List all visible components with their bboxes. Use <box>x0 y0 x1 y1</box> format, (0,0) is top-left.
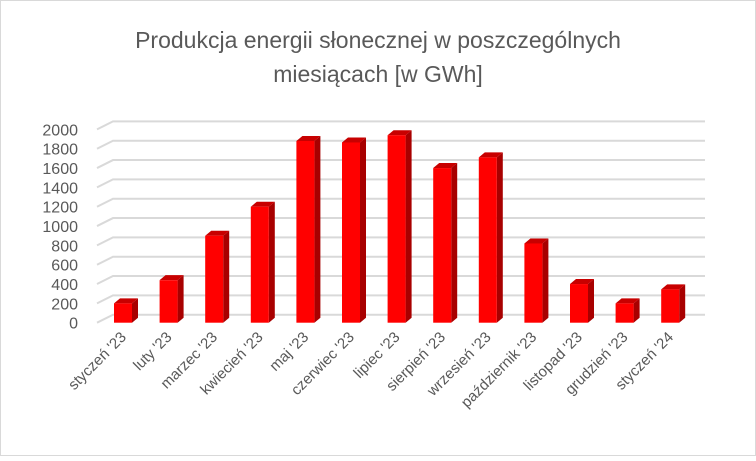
bar <box>296 135 321 323</box>
y-tick-label: 400 <box>51 277 78 294</box>
bar-top <box>159 275 184 281</box>
bar-side <box>633 298 640 323</box>
bar-side <box>223 230 230 323</box>
chart-title-line-1: Produkcja energii słonecznej w poszczegó… <box>135 27 621 53</box>
gridline <box>96 120 705 131</box>
bar-front <box>524 243 543 323</box>
bar <box>661 284 686 323</box>
bar-top <box>387 130 412 136</box>
gridline <box>96 159 705 169</box>
bar-front <box>387 135 406 323</box>
gridline <box>96 197 705 208</box>
bar-front <box>296 140 315 323</box>
bar-top <box>661 284 686 290</box>
y-tick-label: 1800 <box>42 142 78 159</box>
bar-side <box>132 298 138 323</box>
bar-top <box>433 163 458 169</box>
bar-side <box>177 275 184 323</box>
bar-side <box>268 201 275 323</box>
gridline <box>96 217 705 227</box>
chart-title-line-2: miesiącach [w GWh] <box>273 61 483 87</box>
bar-top <box>114 298 138 304</box>
bar <box>205 230 230 323</box>
bar-front <box>478 157 497 323</box>
bar-front <box>114 303 132 323</box>
bar-front <box>433 168 452 323</box>
bar <box>342 137 366 323</box>
bar <box>250 201 275 323</box>
bar-front <box>159 280 178 323</box>
y-tick-label: 1600 <box>42 161 78 178</box>
bar-top <box>250 201 275 207</box>
y-tick-label: 2000 <box>42 122 78 139</box>
gridline <box>96 139 705 150</box>
bar-front <box>250 206 269 323</box>
bar-top <box>478 152 503 158</box>
bar-front <box>661 289 680 323</box>
bar-top <box>205 230 230 236</box>
bar-front <box>342 142 360 323</box>
bar-side <box>496 152 503 323</box>
bar-top <box>296 135 321 141</box>
gridline <box>96 255 705 266</box>
bar <box>615 298 640 323</box>
y-tick-label: 1200 <box>42 200 78 217</box>
bar <box>433 163 458 323</box>
bar-side <box>588 279 594 323</box>
y-tick-label: 200 <box>51 296 78 313</box>
bar-side <box>360 137 366 323</box>
bar-top <box>524 238 549 244</box>
bar-side <box>679 284 686 323</box>
gridline <box>96 275 705 285</box>
y-tick-label: 0 <box>69 316 78 333</box>
bar-side <box>314 135 321 323</box>
bar <box>114 298 138 323</box>
gridline <box>96 294 705 305</box>
bar-top <box>342 137 366 143</box>
bar <box>387 130 412 323</box>
bar-front <box>570 284 588 323</box>
bar-side <box>405 130 412 323</box>
y-tick-label: 1000 <box>42 219 78 236</box>
bar <box>570 279 594 323</box>
bar-top <box>615 298 640 304</box>
y-tick-label: 800 <box>51 238 78 255</box>
gridline <box>96 236 705 247</box>
y-tick-label: 1400 <box>42 180 78 197</box>
bar <box>524 238 549 323</box>
gridline <box>96 313 705 324</box>
bar-top <box>570 279 594 285</box>
bar-side <box>451 163 458 323</box>
bar-side <box>542 238 549 323</box>
y-tick-label: 600 <box>51 258 78 275</box>
bar-front <box>615 303 634 323</box>
gridline <box>96 178 705 189</box>
bar-front <box>205 235 224 323</box>
bar <box>159 275 184 323</box>
bar <box>478 152 503 323</box>
